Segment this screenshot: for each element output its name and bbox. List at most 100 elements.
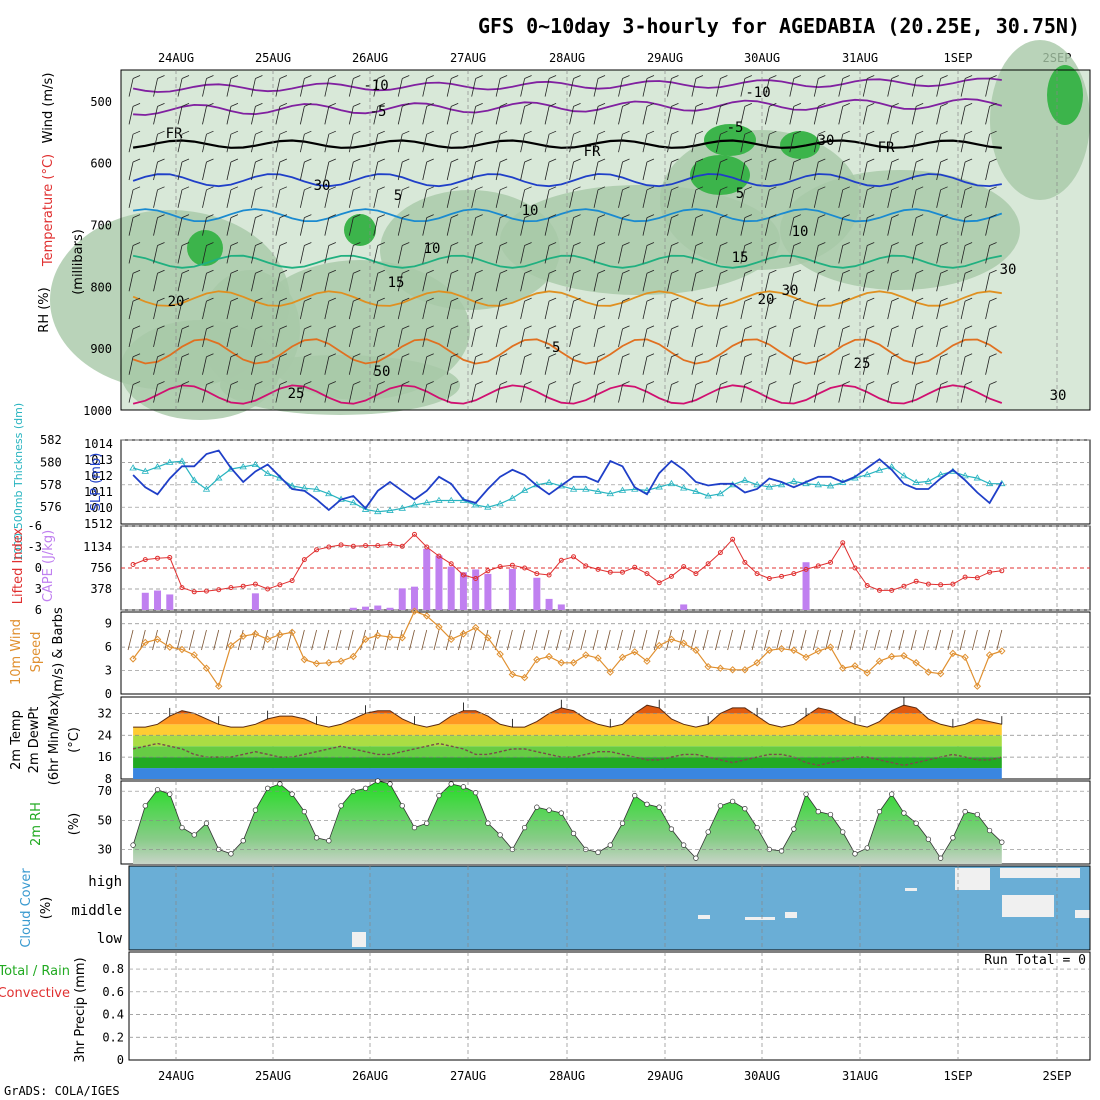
rh-point — [265, 785, 271, 791]
wind-barb — [397, 78, 403, 97]
wind-barb — [446, 134, 452, 153]
wind-barb — [495, 189, 501, 208]
lifted-tick: -3 — [28, 540, 42, 554]
wind-barb-flag — [964, 353, 973, 358]
wind-barb-flag — [255, 381, 263, 385]
rh-point — [203, 820, 210, 826]
wind-barb-flag — [867, 381, 875, 385]
wind-speed-point — [814, 647, 822, 655]
thickness-point — [692, 487, 700, 494]
wind-barb-flag — [842, 158, 850, 163]
cape-lifted-panel: -6 -3 0 3 6 1134 756 378 — [28, 519, 1091, 617]
wind-barb — [177, 328, 183, 347]
wind-barb — [960, 356, 966, 375]
wind-barb — [960, 161, 966, 181]
thickness-point — [447, 496, 455, 503]
wind-barb-flag — [891, 102, 899, 107]
wind-barb — [838, 161, 844, 181]
wind-barb — [177, 245, 183, 264]
wind-barb-flag — [230, 130, 239, 135]
wind-barb — [495, 328, 501, 347]
wind-barb — [226, 273, 232, 292]
wind-barb-flag — [304, 297, 312, 302]
wind-barb-flag — [818, 353, 826, 358]
wind-barb-flag — [867, 325, 875, 330]
thickness-point — [239, 463, 247, 470]
wind-barb — [128, 217, 134, 236]
wind-barb-flag — [793, 214, 801, 219]
wind-barb-flag — [328, 297, 336, 302]
wind-barb-flag — [989, 158, 997, 163]
wind-barb-flag — [646, 130, 655, 135]
wind-barb — [887, 273, 893, 292]
wind-barb — [789, 245, 795, 264]
wind-barb — [422, 106, 428, 125]
wind-barb — [202, 189, 207, 208]
wind-barb-flag — [181, 353, 190, 358]
rh-point — [485, 820, 491, 826]
wind-barb — [838, 328, 844, 347]
wind-barb — [911, 356, 917, 375]
wind-speed-point — [471, 623, 480, 632]
lifted-point — [289, 578, 295, 584]
wind-barb-flag — [157, 269, 165, 274]
wind-barb-flag — [646, 297, 655, 302]
wind-barb — [153, 328, 158, 347]
wind-barb — [226, 245, 232, 264]
lifted-point — [828, 559, 834, 565]
lifted-point — [191, 589, 197, 595]
wind-barb — [153, 134, 158, 153]
wind-barb-flag — [867, 75, 875, 79]
pressure-tick: 1000 — [83, 404, 112, 418]
wind-barb-flag — [597, 381, 606, 385]
rh-tick: 50 — [98, 813, 112, 827]
lifted-point — [460, 572, 466, 578]
wind-barb — [862, 217, 868, 236]
wind-barb-flag — [744, 269, 753, 274]
wind-barb — [764, 301, 770, 320]
wind-barb-flag — [255, 325, 263, 330]
wind-barb — [373, 273, 379, 292]
wind-barb-flag — [671, 242, 679, 246]
wind-barb — [324, 245, 330, 264]
wind-barb — [226, 189, 232, 208]
wind-barb — [495, 384, 501, 403]
wind-barb-flag — [279, 269, 288, 274]
wind-barb — [153, 217, 158, 236]
wind-speed-point — [655, 641, 663, 650]
wind-barb — [715, 356, 721, 375]
wind-barb — [299, 78, 305, 97]
wind-barb-flag — [279, 158, 288, 163]
rh-point — [240, 838, 246, 844]
wind-barb-flag — [255, 186, 263, 191]
wind-barb — [667, 384, 672, 403]
wind10m-barb — [458, 629, 464, 651]
lifted-point — [228, 585, 234, 591]
thickness-point — [166, 458, 174, 465]
wind-barb — [275, 217, 281, 236]
wind-barb — [128, 189, 134, 208]
wind-barb — [422, 217, 428, 236]
contour-label: -10 — [745, 85, 770, 101]
bottom-date-label: 27AUG — [450, 1069, 486, 1083]
wind-barb-flag — [426, 102, 434, 107]
wind-speed-point — [190, 651, 198, 659]
wind-barb-flag — [499, 269, 508, 274]
contour-label: -5 — [544, 340, 561, 356]
lifted-point — [730, 536, 736, 542]
wind-barb — [153, 161, 158, 181]
wind-barb — [838, 356, 844, 375]
wind-barb — [324, 78, 330, 97]
wind-barb — [128, 245, 134, 264]
wind-barb-flag — [916, 242, 924, 246]
cape-bar — [154, 590, 162, 610]
wind-barb — [838, 78, 844, 97]
wind-barb-flag — [451, 353, 459, 358]
slp-thickness-panel: 582 580 578 576 1014 1013 1012 1011 1010 1512 — [40, 433, 1091, 531]
rh-panel: 70 50 30 — [98, 778, 1091, 865]
wind-barb — [618, 78, 623, 97]
wind-barb — [887, 356, 893, 375]
wind-barb — [373, 217, 379, 236]
wind-barb — [348, 301, 354, 320]
wind-barb — [960, 245, 966, 264]
